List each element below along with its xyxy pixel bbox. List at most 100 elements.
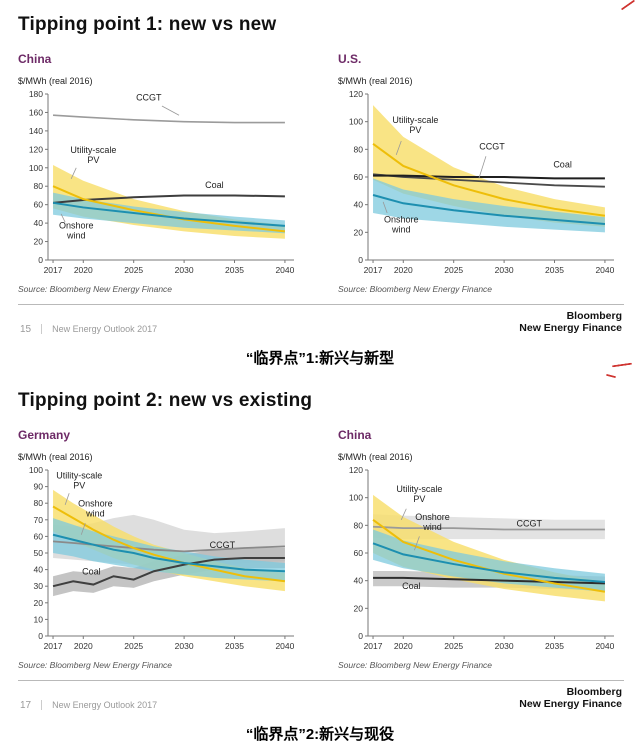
svg-text:2020: 2020 xyxy=(394,641,413,651)
chart-title-germany: Germany xyxy=(18,427,71,442)
source-note: Source: Bloomberg New Energy Finance xyxy=(18,284,173,294)
svg-text:CCGT: CCGT xyxy=(136,92,162,102)
svg-text:CCGT: CCGT xyxy=(479,141,505,151)
footer-left: 17 New Energy Outlook 2017 xyxy=(20,700,157,711)
chart-china-new-vs-new: China $/MWh (real 2016) 0 20 40 60 80 100 120 1… xyxy=(18,52,304,278)
svg-text:2030: 2030 xyxy=(495,641,514,651)
svg-text:80: 80 xyxy=(354,144,364,154)
slide-2-charts-row: Germany $/MWh (real 2016) 0 10 20 30 40 50 60 7… xyxy=(18,428,624,654)
brand-line-2: New Energy Finance xyxy=(519,322,622,335)
chart-germany-new-vs-existing: Germany $/MWh (real 2016) 0 10 20 30 40 50 60 7… xyxy=(18,428,304,654)
page-number: 17 xyxy=(20,699,32,711)
svg-text:2020: 2020 xyxy=(74,641,93,651)
svg-text:40: 40 xyxy=(354,200,364,210)
brand-line-1: Bloomberg xyxy=(566,685,622,698)
source-note: Source: Bloomberg New Energy Finance xyxy=(338,284,493,294)
svg-text:2025: 2025 xyxy=(124,641,143,651)
svg-text:2040: 2040 xyxy=(595,265,614,275)
svg-text:50: 50 xyxy=(34,548,44,558)
footer-left: 15 New Energy Outlook 2017 xyxy=(20,324,157,335)
svg-text:90: 90 xyxy=(34,481,44,491)
svg-text:2040: 2040 xyxy=(275,265,294,275)
svg-text:2017: 2017 xyxy=(44,265,63,275)
brand-line-2: New Energy Finance xyxy=(519,698,622,711)
svg-text:80: 80 xyxy=(34,181,44,191)
svg-text:2030: 2030 xyxy=(175,265,194,275)
svg-text:20: 20 xyxy=(34,237,44,247)
svg-text:80: 80 xyxy=(354,520,364,530)
slide-2-sources: Source: Bloomberg New Energy Finance Sou… xyxy=(18,660,624,670)
svg-text:180: 180 xyxy=(29,89,43,99)
deck-name: New Energy Outlook 2017 xyxy=(41,324,157,335)
svg-text:60: 60 xyxy=(354,172,364,182)
svg-text:100: 100 xyxy=(29,465,43,475)
svg-text:140: 140 xyxy=(29,126,43,136)
svg-text:70: 70 xyxy=(34,515,44,525)
svg-text:2025: 2025 xyxy=(444,265,463,275)
svg-text:160: 160 xyxy=(29,107,43,117)
svg-text:80: 80 xyxy=(34,498,44,508)
svg-text:CCGT: CCGT xyxy=(210,540,236,550)
svg-text:100: 100 xyxy=(29,163,43,173)
svg-text:60: 60 xyxy=(354,548,364,558)
svg-text:40: 40 xyxy=(354,575,364,585)
svg-text:0: 0 xyxy=(38,255,43,265)
svg-text:2030: 2030 xyxy=(495,265,514,275)
chart-title-china-2: China xyxy=(338,427,372,442)
svg-text:2017: 2017 xyxy=(364,265,383,275)
svg-text:2035: 2035 xyxy=(545,265,564,275)
svg-text:2025: 2025 xyxy=(124,265,143,275)
svg-text:Coal: Coal xyxy=(82,566,101,576)
svg-text:120: 120 xyxy=(29,144,43,154)
svg-text:10: 10 xyxy=(34,614,44,624)
svg-text:Coal: Coal xyxy=(205,180,224,190)
slide-2: Tipping point 2: new vs existing Germany… xyxy=(0,376,640,713)
svg-text:2035: 2035 xyxy=(545,641,564,651)
slide-1-footer: 15 New Energy Outlook 2017 Bloomberg New… xyxy=(18,304,624,337)
slide-1-charts-row: China $/MWh (real 2016) 0 20 40 60 80 100 120 1… xyxy=(18,52,624,278)
svg-text:0: 0 xyxy=(358,631,363,641)
svg-text:40: 40 xyxy=(34,564,44,574)
bloomberg-nef-logo: Bloomberg New Energy Finance xyxy=(519,310,622,335)
source-note: Source: Bloomberg New Energy Finance xyxy=(338,659,493,670)
svg-text:20: 20 xyxy=(354,227,364,237)
slide-1-sources: Source: Bloomberg New Energy Finance Sou… xyxy=(18,284,624,294)
svg-text:2017: 2017 xyxy=(364,641,383,651)
svg-text:0: 0 xyxy=(38,631,43,641)
svg-text:30: 30 xyxy=(34,581,44,591)
page-number: 15 xyxy=(20,323,32,335)
caption-2: “临界点”2:新兴与现役 xyxy=(245,725,395,743)
svg-text:40: 40 xyxy=(34,218,44,228)
svg-text:2035: 2035 xyxy=(225,641,244,651)
svg-text:60: 60 xyxy=(34,200,44,210)
svg-text:2020: 2020 xyxy=(394,265,413,275)
svg-text:Coal: Coal xyxy=(402,581,421,591)
svg-text:100: 100 xyxy=(349,492,363,502)
svg-text:120: 120 xyxy=(349,89,363,99)
svg-text:2040: 2040 xyxy=(595,641,614,651)
y-axis-unit-label: $/MWh (real 2016) xyxy=(338,451,413,462)
svg-text:2030: 2030 xyxy=(175,641,194,651)
svg-text:Coal: Coal xyxy=(553,159,572,169)
deck-name: New Energy Outlook 2017 xyxy=(41,700,157,710)
svg-text:20: 20 xyxy=(354,603,364,613)
svg-text:0: 0 xyxy=(358,255,363,265)
brand-line-1: Bloomberg xyxy=(566,310,622,322)
svg-text:2035: 2035 xyxy=(225,265,244,275)
slide-2-title: Tipping point 2: new vs existing xyxy=(18,389,313,411)
svg-text:2040: 2040 xyxy=(275,641,294,651)
chart-us-new-vs-new: U.S. $/MWh (real 2016) 0 20 40 60 80 100 120 20… xyxy=(338,52,624,278)
slide-1-title: Tipping point 1: new vs new xyxy=(18,14,277,35)
y-axis-unit-label: $/MWh (real 2016) xyxy=(18,451,93,462)
svg-text:60: 60 xyxy=(34,531,44,541)
